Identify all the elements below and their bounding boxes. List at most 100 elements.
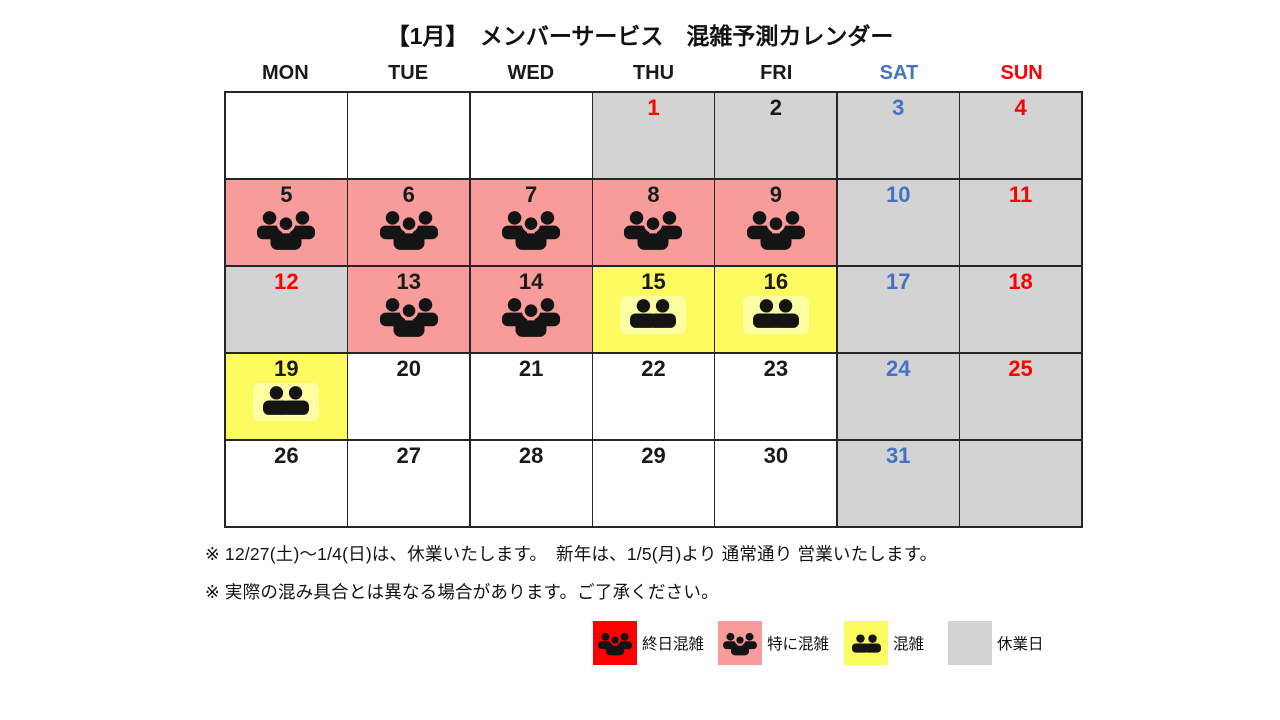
day-number: 6 (402, 181, 415, 207)
calendar-day-cell-14: 14 (470, 266, 592, 353)
calendar-day-cell-7: 7 (470, 179, 592, 266)
legend-item-3: 休業日 (948, 621, 1044, 665)
weekday-header-tue: TUE (388, 62, 429, 84)
day-number: 7 (525, 181, 538, 207)
weekday-header-sat: SAT (879, 62, 919, 84)
note-disclaimer: ※ 実際の混み具合とは異なる場合があります。ご了承ください。 (205, 582, 719, 602)
day-number: 24 (885, 355, 911, 381)
day-number: 30 (763, 442, 789, 468)
day-number: 3 (892, 95, 905, 120)
people-3-icon (718, 621, 762, 665)
calendar-day-cell-16: 16 (715, 266, 837, 353)
day-number: 8 (647, 181, 660, 207)
calendar-empty-cell (226, 93, 347, 179)
calendar-empty-cell (470, 93, 592, 179)
day-number: 17 (885, 268, 911, 294)
day-number: 27 (396, 442, 422, 468)
calendar-day-cell-19: 19 (226, 353, 347, 440)
people-2-icon (844, 621, 888, 665)
day-number: 21 (518, 355, 544, 381)
calendar-day-cell-8: 8 (593, 179, 714, 266)
weekday-header-mon: MON (262, 62, 309, 84)
day-number: 20 (396, 355, 422, 381)
calendar-day-cell-29: 29 (593, 440, 714, 526)
calendar-day-cell-24: 24 (837, 353, 959, 440)
calendar-day-cell-5: 5 (226, 179, 347, 266)
calendar-day-cell-25: 25 (960, 353, 1081, 440)
legend-label: 終日混雑 (642, 636, 705, 653)
people-3-icon (378, 296, 440, 337)
people-3-icon (500, 209, 562, 250)
day-number: 2 (769, 95, 782, 120)
legend-item-0: 終日混雑 (593, 621, 704, 665)
day-number: 14 (518, 268, 544, 294)
people-3-icon (378, 209, 440, 250)
day-number: 10 (885, 181, 911, 207)
people-2-icon (620, 295, 687, 334)
note-holiday-closure: ※ 12/27(土)～1/4(日)は、休業いたします。 新年は、1/5(月)より… (205, 544, 938, 564)
people-3-icon (622, 209, 684, 250)
calendar-day-cell-17: 17 (837, 266, 959, 353)
day-number: 26 (274, 442, 299, 468)
day-number: 16 (763, 268, 789, 294)
calendar-day-cell-13: 13 (348, 266, 470, 353)
calendar-day-cell-2: 2 (715, 93, 837, 179)
calendar-day-cell-12: 12 (226, 266, 347, 353)
people-3-icon (255, 209, 317, 250)
calendar-day-cell-6: 6 (348, 179, 470, 266)
calendar-day-cell-3: 3 (837, 93, 959, 179)
day-number: 5 (280, 181, 293, 207)
calendar-day-cell-1: 1 (593, 93, 714, 179)
day-number: 18 (1008, 268, 1033, 294)
people-3-icon (593, 621, 637, 665)
people-2-icon (742, 295, 809, 334)
people-3-icon (745, 209, 807, 250)
calendar-day-cell-10: 10 (837, 179, 959, 266)
calendar-day-cell-28: 28 (470, 440, 592, 526)
day-number: 15 (641, 268, 666, 294)
calendar-day-cell-21: 21 (470, 353, 592, 440)
calendar-day-cell-18: 18 (960, 266, 1081, 353)
weekday-header-thu: THU (632, 62, 675, 84)
weekday-header-sun: SUN (1000, 62, 1043, 84)
day-number: 12 (274, 268, 299, 294)
weekday-header-fri: FRI (760, 62, 793, 84)
day-number: 1 (647, 95, 660, 120)
day-number: 23 (763, 355, 789, 381)
day-number: 22 (641, 355, 666, 381)
day-number: 29 (641, 442, 666, 468)
calendar-day-cell-31: 31 (837, 440, 959, 526)
legend: 終日混雑 特に混雑 混雑 休業日 (0, 621, 1280, 667)
legend-label: 休業日 (997, 636, 1044, 653)
weekday-header-row: MON TUE WED THU FRI SAT SUN (224, 60, 1083, 86)
calendar-day-cell-23: 23 (715, 353, 837, 440)
calendar-day-cell-27: 27 (348, 440, 470, 526)
calendar-day-cell-9: 9 (715, 179, 837, 266)
day-number: 11 (1008, 181, 1033, 207)
notes-block: ※ 12/27(土)～1/4(日)は、休業いたします。 新年は、1/5(月)より… (205, 542, 937, 618)
day-number: 9 (769, 181, 782, 207)
legend-swatch (948, 621, 992, 665)
calendar-empty-cell (960, 440, 1081, 526)
page-title: 【1月】 メンバーサービス 混雑予測カレンダー (386, 23, 894, 49)
people-3-icon (500, 296, 562, 337)
weekday-header-wed: WED (507, 62, 555, 84)
calendar-empty-cell (348, 93, 470, 179)
calendar-day-cell-26: 26 (226, 440, 347, 526)
day-number: 31 (885, 442, 911, 468)
day-number: 28 (518, 442, 544, 468)
calendar-day-cell-20: 20 (348, 353, 470, 440)
calendar-day-cell-15: 15 (593, 266, 714, 353)
legend-label: 特に混雑 (767, 636, 830, 653)
day-number: 25 (1008, 355, 1033, 381)
day-number: 13 (396, 268, 422, 294)
day-number: 4 (1014, 95, 1027, 120)
calendar-day-cell-22: 22 (593, 353, 714, 440)
legend-label: 混雑 (893, 636, 925, 653)
calendar-day-cell-4: 4 (960, 93, 1081, 179)
people-2-icon (253, 382, 320, 421)
legend-item-2: 混雑 (844, 621, 924, 665)
calendar-day-cell-30: 30 (715, 440, 837, 526)
calendar-day-cell-11: 11 (960, 179, 1081, 266)
